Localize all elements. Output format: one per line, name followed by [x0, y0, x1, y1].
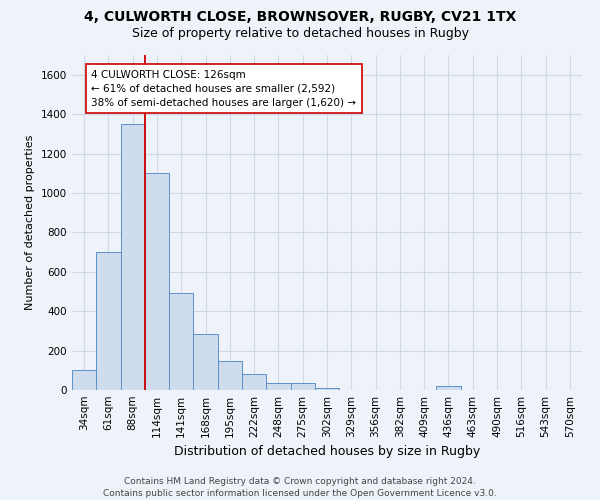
Bar [72, 370, 96, 390]
Text: 4, CULWORTH CLOSE, BROWNSOVER, RUGBY, CV21 1TX: 4, CULWORTH CLOSE, BROWNSOVER, RUGBY, CV… [84, 10, 516, 24]
Bar [266, 383, 290, 390]
Bar [96, 252, 121, 390]
X-axis label: Distribution of detached houses by size in Rugby: Distribution of detached houses by size … [174, 446, 480, 458]
Y-axis label: Number of detached properties: Number of detached properties [25, 135, 35, 310]
Bar [436, 386, 461, 390]
Bar [169, 294, 193, 390]
Bar [315, 388, 339, 390]
Bar [218, 362, 242, 390]
Text: 4 CULWORTH CLOSE: 126sqm
← 61% of detached houses are smaller (2,592)
38% of sem: 4 CULWORTH CLOSE: 126sqm ← 61% of detach… [91, 70, 356, 108]
Text: Contains HM Land Registry data © Crown copyright and database right 2024.
Contai: Contains HM Land Registry data © Crown c… [103, 476, 497, 498]
Bar [193, 334, 218, 390]
Bar [121, 124, 145, 390]
Bar [290, 383, 315, 390]
Bar [145, 173, 169, 390]
Bar [242, 374, 266, 390]
Text: Size of property relative to detached houses in Rugby: Size of property relative to detached ho… [131, 28, 469, 40]
